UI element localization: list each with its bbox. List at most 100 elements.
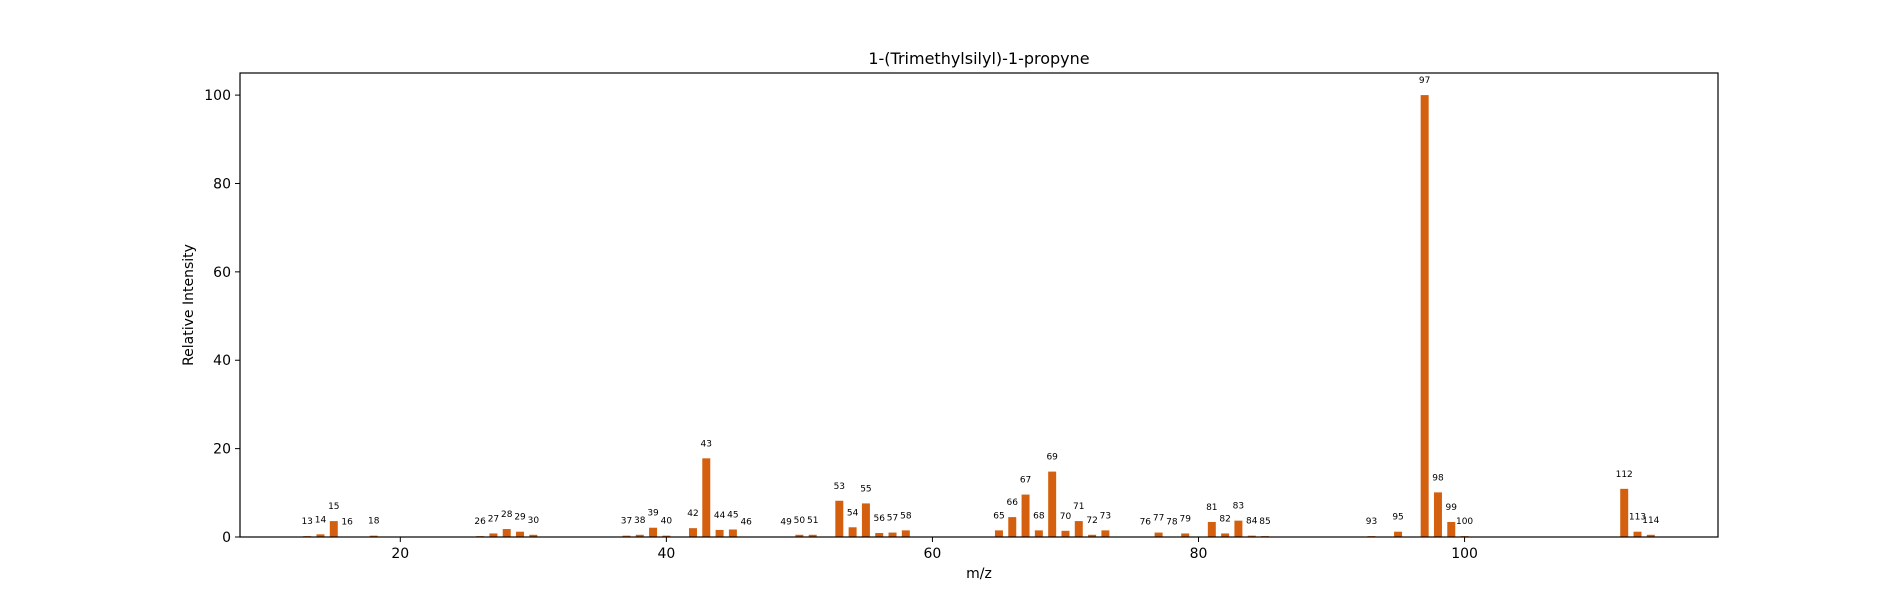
- bar-label: 18: [368, 517, 380, 527]
- x-tick-label: 100: [1451, 546, 1478, 562]
- bar-mz-53: [835, 501, 843, 537]
- chart-title: 1-(Trimethylsilyl)-1-propyne: [868, 49, 1089, 68]
- bar-label: 39: [647, 509, 659, 519]
- bar-mz-65: [995, 530, 1003, 537]
- bar-label: 16: [341, 518, 353, 528]
- bar-mz-99: [1447, 522, 1455, 537]
- bar-label: 14: [315, 515, 327, 525]
- bar-mz-45: [729, 529, 737, 537]
- bar-label: 69: [1046, 453, 1058, 463]
- bar-label: 13: [301, 517, 312, 527]
- y-tick-label: 20: [213, 442, 231, 458]
- bar-mz-42: [689, 528, 697, 537]
- bar-mz-70: [1061, 531, 1069, 537]
- bar-label: 57: [887, 514, 898, 524]
- bar-label: 15: [328, 502, 339, 512]
- bar-mz-83: [1234, 521, 1242, 537]
- bar-mz-54: [849, 527, 857, 537]
- bar-mz-15: [330, 521, 338, 537]
- bar-label: 114: [1642, 516, 1659, 526]
- bar-mz-39: [649, 528, 657, 537]
- bar-label: 40: [661, 517, 673, 527]
- bar-label: 79: [1179, 514, 1191, 524]
- y-tick-label: 0: [222, 530, 231, 546]
- bar-mz-77: [1155, 533, 1163, 537]
- x-axis-label: m/z: [966, 566, 992, 582]
- bar-label: 97: [1419, 76, 1430, 86]
- bar-label: 44: [714, 511, 726, 521]
- bar-mz-58: [902, 530, 910, 537]
- bar-label: 99: [1446, 503, 1458, 513]
- bar-mz-113: [1634, 532, 1642, 537]
- bar-label: 71: [1073, 502, 1084, 512]
- bar-label: 84: [1246, 517, 1258, 527]
- bar-mz-112: [1620, 489, 1628, 537]
- bar-mz-57: [889, 533, 897, 537]
- bar-label: 93: [1366, 517, 1377, 527]
- bar-label: 98: [1432, 473, 1444, 483]
- bar-label: 68: [1033, 511, 1045, 521]
- bar-label: 65: [993, 511, 1004, 521]
- bar-mz-97: [1421, 95, 1429, 537]
- bar-mz-68: [1035, 530, 1043, 537]
- bar-label: 55: [860, 484, 871, 494]
- y-tick-label: 100: [204, 88, 231, 104]
- bar-mz-81: [1208, 522, 1216, 537]
- bar-label: 76: [1140, 518, 1152, 528]
- bar-mz-67: [1022, 495, 1030, 537]
- bar-label: 70: [1060, 512, 1072, 522]
- bar-label: 100: [1456, 517, 1473, 527]
- bar-label: 51: [807, 516, 818, 526]
- bar-label: 26: [474, 517, 486, 527]
- bar-label: 112: [1616, 470, 1633, 480]
- bar-mz-95: [1394, 532, 1402, 537]
- bar-mz-55: [862, 503, 870, 537]
- bar-label: 82: [1219, 514, 1230, 524]
- y-axis-label: Relative Intensity: [181, 244, 197, 366]
- bar-mz-66: [1008, 517, 1016, 537]
- x-tick-label: 60: [924, 546, 942, 562]
- x-tick-label: 20: [391, 546, 409, 562]
- bar-label: 77: [1153, 514, 1164, 524]
- bar-label: 45: [727, 510, 738, 520]
- bar-mz-43: [702, 458, 710, 537]
- y-tick-label: 60: [213, 265, 231, 281]
- bar-mz-28: [503, 529, 511, 537]
- bar-mz-98: [1434, 492, 1442, 537]
- bar-label: 49: [780, 518, 792, 528]
- bar-label: 50: [794, 516, 806, 526]
- bar-label: 38: [634, 516, 646, 526]
- bar-label: 83: [1233, 502, 1244, 512]
- bar-label: 66: [1007, 498, 1019, 508]
- bar-label: 46: [740, 518, 752, 528]
- bar-label: 37: [621, 517, 632, 527]
- bar-label: 58: [900, 511, 912, 521]
- bar-label: 56: [874, 514, 886, 524]
- y-tick-label: 40: [213, 353, 231, 369]
- bar-label: 30: [528, 516, 540, 526]
- bar-label: 81: [1206, 503, 1217, 513]
- bar-mz-29: [516, 532, 524, 537]
- bar-label: 42: [687, 509, 698, 519]
- y-tick-label: 80: [213, 176, 231, 192]
- bar-label: 28: [501, 510, 513, 520]
- bar-label: 53: [834, 482, 845, 492]
- bar-label: 29: [514, 513, 526, 523]
- bar-label: 78: [1166, 518, 1178, 528]
- bar-label: 95: [1392, 513, 1403, 523]
- bar-mz-44: [716, 530, 724, 537]
- bar-mz-69: [1048, 472, 1056, 537]
- bar-label: 54: [847, 508, 859, 518]
- bar-label: 73: [1100, 511, 1111, 521]
- bar-label: 72: [1086, 516, 1097, 526]
- bar-label: 85: [1259, 517, 1270, 527]
- bar-mz-71: [1075, 521, 1083, 537]
- bar-label: 27: [488, 514, 499, 524]
- bar-label: 67: [1020, 476, 1031, 486]
- bar-mz-73: [1101, 530, 1109, 537]
- x-tick-label: 80: [1190, 546, 1208, 562]
- bar-label: 43: [701, 439, 712, 449]
